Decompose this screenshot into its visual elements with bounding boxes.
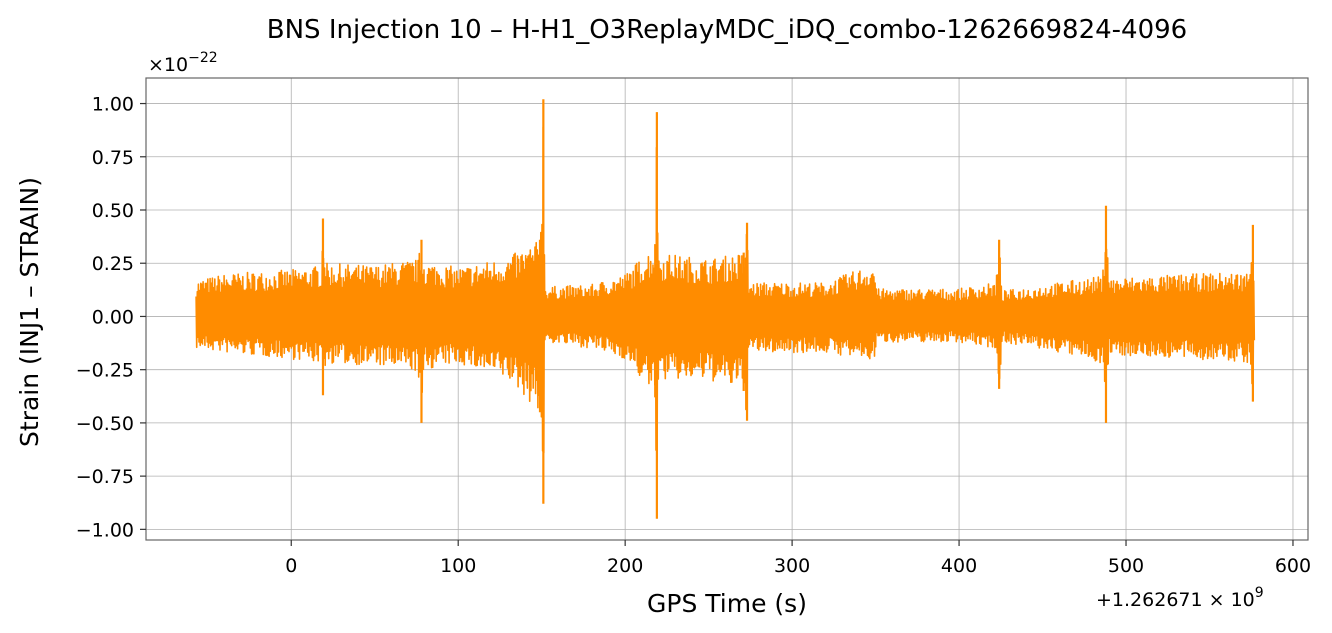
y-tick-label: −1.00 <box>76 519 134 541</box>
x-offset-base: +1.262671 × 10 <box>1096 589 1255 611</box>
x-axis-ticks: 0 100 200 300 400 500 600 <box>285 540 1311 577</box>
y-tick-label: 0.75 <box>92 147 134 169</box>
y-tick-label: −0.50 <box>76 413 134 435</box>
y-tick-label: −0.25 <box>76 360 134 382</box>
x-tick-label: 0 <box>285 555 297 577</box>
plot-area-frame <box>145 77 1309 541</box>
y-tick-label: 1.00 <box>92 94 134 116</box>
x-tick-label: 300 <box>774 555 810 577</box>
data-series <box>195 99 1256 519</box>
x-axis-label: GPS Time (s) <box>647 589 807 618</box>
x-tick-label: 500 <box>1108 555 1144 577</box>
x-tick-label: 200 <box>607 555 643 577</box>
x-offset-exponent: 9 <box>1255 585 1264 601</box>
x-tick-label: 600 <box>1275 555 1311 577</box>
strain-series-line <box>195 126 1256 463</box>
y-scale-exponent: −22 <box>188 50 218 66</box>
y-tick-label: 0.50 <box>92 200 134 222</box>
y-tick-label: −0.75 <box>76 466 134 488</box>
chart-title: BNS Injection 10 – H-H1_O3ReplayMDC_iDQ_… <box>267 15 1187 45</box>
y-axis-ticks: 1.00 0.75 0.50 0.25 0.00 −0.25 −0.50 −0.75 −1.00 <box>76 94 146 541</box>
y-axis-label: Strain (INJ1 – STRAIN) <box>15 177 44 447</box>
y-tick-label: 0.25 <box>92 253 134 275</box>
x-tick-label: 400 <box>941 555 977 577</box>
y-scale-base: ×10 <box>148 54 188 76</box>
y-scale-factor: ×10−22 <box>148 50 218 76</box>
x-tick-label: 100 <box>440 555 476 577</box>
x-offset-label: +1.262671 × 109 <box>1096 585 1264 611</box>
y-tick-label: 0.00 <box>92 306 134 328</box>
